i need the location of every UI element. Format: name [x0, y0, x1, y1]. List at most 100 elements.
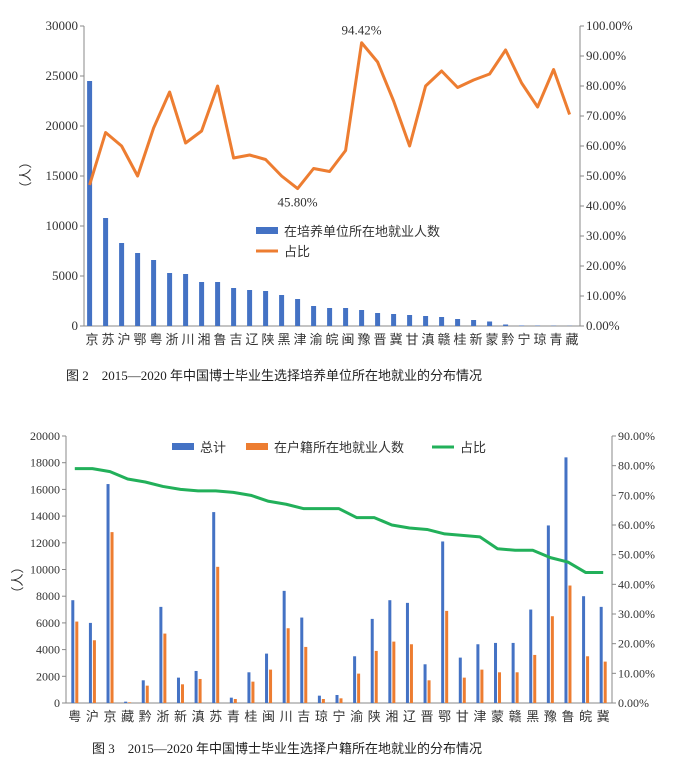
category-label: 滇 — [192, 709, 205, 724]
legend-swatch — [246, 443, 268, 450]
category-label: 青 — [549, 332, 562, 347]
bar — [304, 647, 307, 703]
right-tick-label: 10.00% — [618, 666, 655, 680]
bar — [428, 680, 431, 703]
bar — [263, 291, 268, 326]
bar — [564, 457, 567, 703]
bar — [265, 654, 268, 703]
bar — [487, 322, 492, 327]
bar — [582, 596, 585, 703]
category-label: 青 — [227, 709, 240, 724]
legend-label: 在培养单位所在地就业人数 — [284, 224, 440, 239]
category-label: 吉 — [229, 332, 242, 347]
bar — [318, 696, 321, 703]
bar — [340, 698, 343, 703]
legend-label: 总计 — [200, 440, 226, 455]
bar — [119, 243, 124, 326]
category-label: 粤 — [68, 709, 81, 724]
category-label: 桂 — [244, 709, 257, 724]
category-label: 闽 — [341, 332, 354, 347]
bar — [407, 315, 412, 326]
category-label: 黔 — [139, 709, 152, 724]
bar — [406, 603, 409, 703]
bar — [516, 672, 519, 703]
bar — [75, 622, 78, 703]
bar — [181, 684, 184, 703]
y-axis-label: （人） — [10, 560, 25, 599]
bar — [445, 611, 448, 703]
chart-3: 0200040006000800010000120001400016000180… — [10, 429, 655, 756]
bar — [529, 610, 532, 703]
category-label: 新 — [174, 709, 187, 724]
right-tick-label: 30.00% — [586, 228, 626, 243]
category-label: 吉 — [297, 709, 310, 724]
bar — [159, 607, 162, 703]
category-label: 辽 — [245, 332, 258, 347]
bar — [375, 651, 378, 703]
bar — [391, 314, 396, 326]
right-tick-label: 70.00% — [586, 108, 626, 123]
bar — [551, 616, 554, 703]
category-label: 晋 — [421, 709, 434, 724]
left-tick-label: 15000 — [46, 168, 79, 183]
bar — [439, 317, 444, 326]
bar — [300, 618, 303, 703]
category-label: 津 — [473, 709, 486, 724]
bar — [359, 310, 364, 326]
bar — [327, 308, 332, 326]
bar — [480, 670, 483, 703]
category-label: 湘 — [197, 332, 210, 347]
left-tick-label: 10000 — [46, 218, 79, 233]
category-label: 赣 — [437, 332, 450, 347]
category-label: 川 — [181, 332, 194, 347]
bar — [234, 699, 237, 703]
category-label: 宁 — [517, 332, 530, 347]
category-label: 晋 — [373, 332, 386, 347]
right-tick-label: 70.00% — [618, 488, 655, 502]
category-label: 浙 — [165, 332, 178, 347]
category-label: 滇 — [421, 332, 434, 347]
category-label: 黑 — [526, 709, 539, 724]
right-tick-label: 80.00% — [586, 78, 626, 93]
category-label: 苏 — [209, 709, 222, 724]
category-label: 鄂 — [438, 709, 451, 724]
category-label: 沪 — [117, 332, 130, 347]
bar — [600, 607, 603, 703]
right-tick-label: 80.00% — [618, 459, 655, 473]
bar — [287, 628, 290, 703]
category-label: 鄂 — [133, 332, 146, 347]
bar — [163, 634, 166, 703]
category-label: 甘 — [405, 332, 418, 347]
bar — [146, 686, 149, 703]
bar — [111, 532, 114, 703]
category-label: 宁 — [332, 709, 345, 724]
right-tick-label: 0.00% — [618, 696, 649, 710]
bar — [343, 308, 348, 326]
bar — [128, 702, 131, 703]
bar — [568, 586, 571, 703]
bar — [371, 619, 374, 703]
bar — [103, 218, 108, 326]
legend-label: 在户籍所在地就业人数 — [274, 440, 404, 455]
bar — [279, 295, 284, 326]
left-tick-label: 8000 — [36, 589, 60, 603]
category-label: 黑 — [277, 332, 290, 347]
category-label: 辽 — [403, 709, 416, 724]
left-tick-label: 12000 — [30, 536, 60, 550]
category-label: 陕 — [261, 332, 274, 347]
bar — [124, 702, 127, 703]
right-tick-label: 40.00% — [586, 198, 626, 213]
right-tick-label: 90.00% — [618, 429, 655, 443]
bar — [283, 591, 286, 703]
category-label: 津 — [293, 332, 306, 347]
left-tick-label: 10000 — [30, 563, 60, 577]
category-label: 黔 — [501, 332, 514, 347]
category-label: 赣 — [509, 709, 522, 724]
left-tick-label: 2000 — [36, 669, 60, 683]
bar — [311, 306, 316, 326]
figure-caption: 图 2 2015—2020 年中国博士毕业生选择培养单位所在地就业的分布情况 — [66, 368, 482, 383]
left-tick-label: 0 — [72, 318, 79, 333]
legend-swatch — [172, 443, 194, 450]
